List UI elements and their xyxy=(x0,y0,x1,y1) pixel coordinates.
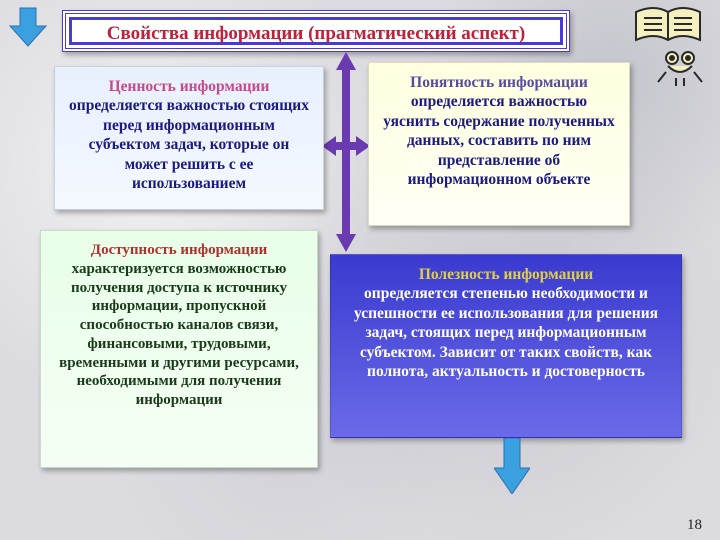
box-accessibility-body: характеризуется возможностью получения д… xyxy=(53,260,305,410)
box-accessibility: Доступность информации характеризуется в… xyxy=(40,230,318,468)
box-usefulness-title: Полезность информации xyxy=(343,265,669,284)
box-value-body: определяется важностью стоящих перед инф… xyxy=(67,96,311,193)
box-clarity-body: определяется важностью уяснить содержани… xyxy=(381,92,617,189)
box-value-title: Ценность информации xyxy=(67,77,311,96)
box-usefulness: Полезность информации определяется степе… xyxy=(330,254,682,438)
title-box: Свойства информации (прагматический аспе… xyxy=(62,10,570,52)
arrow-topleft-icon xyxy=(6,4,50,48)
box-value: Ценность информации определяется важност… xyxy=(54,66,324,210)
title-text: Свойства информации (прагматический аспе… xyxy=(107,23,525,44)
arrow-bottom-icon xyxy=(494,438,530,494)
book-character-icon xyxy=(632,6,704,88)
box-usefulness-body: определяется степенью необходимости и ус… xyxy=(343,284,669,381)
box-clarity: Понятность информации определяется важно… xyxy=(368,62,630,226)
box-clarity-title: Понятность информации xyxy=(381,73,617,92)
page-number: 18 xyxy=(687,517,702,534)
arrow-horizontal-icon xyxy=(322,134,370,158)
box-accessibility-title: Доступность информации xyxy=(53,241,305,260)
